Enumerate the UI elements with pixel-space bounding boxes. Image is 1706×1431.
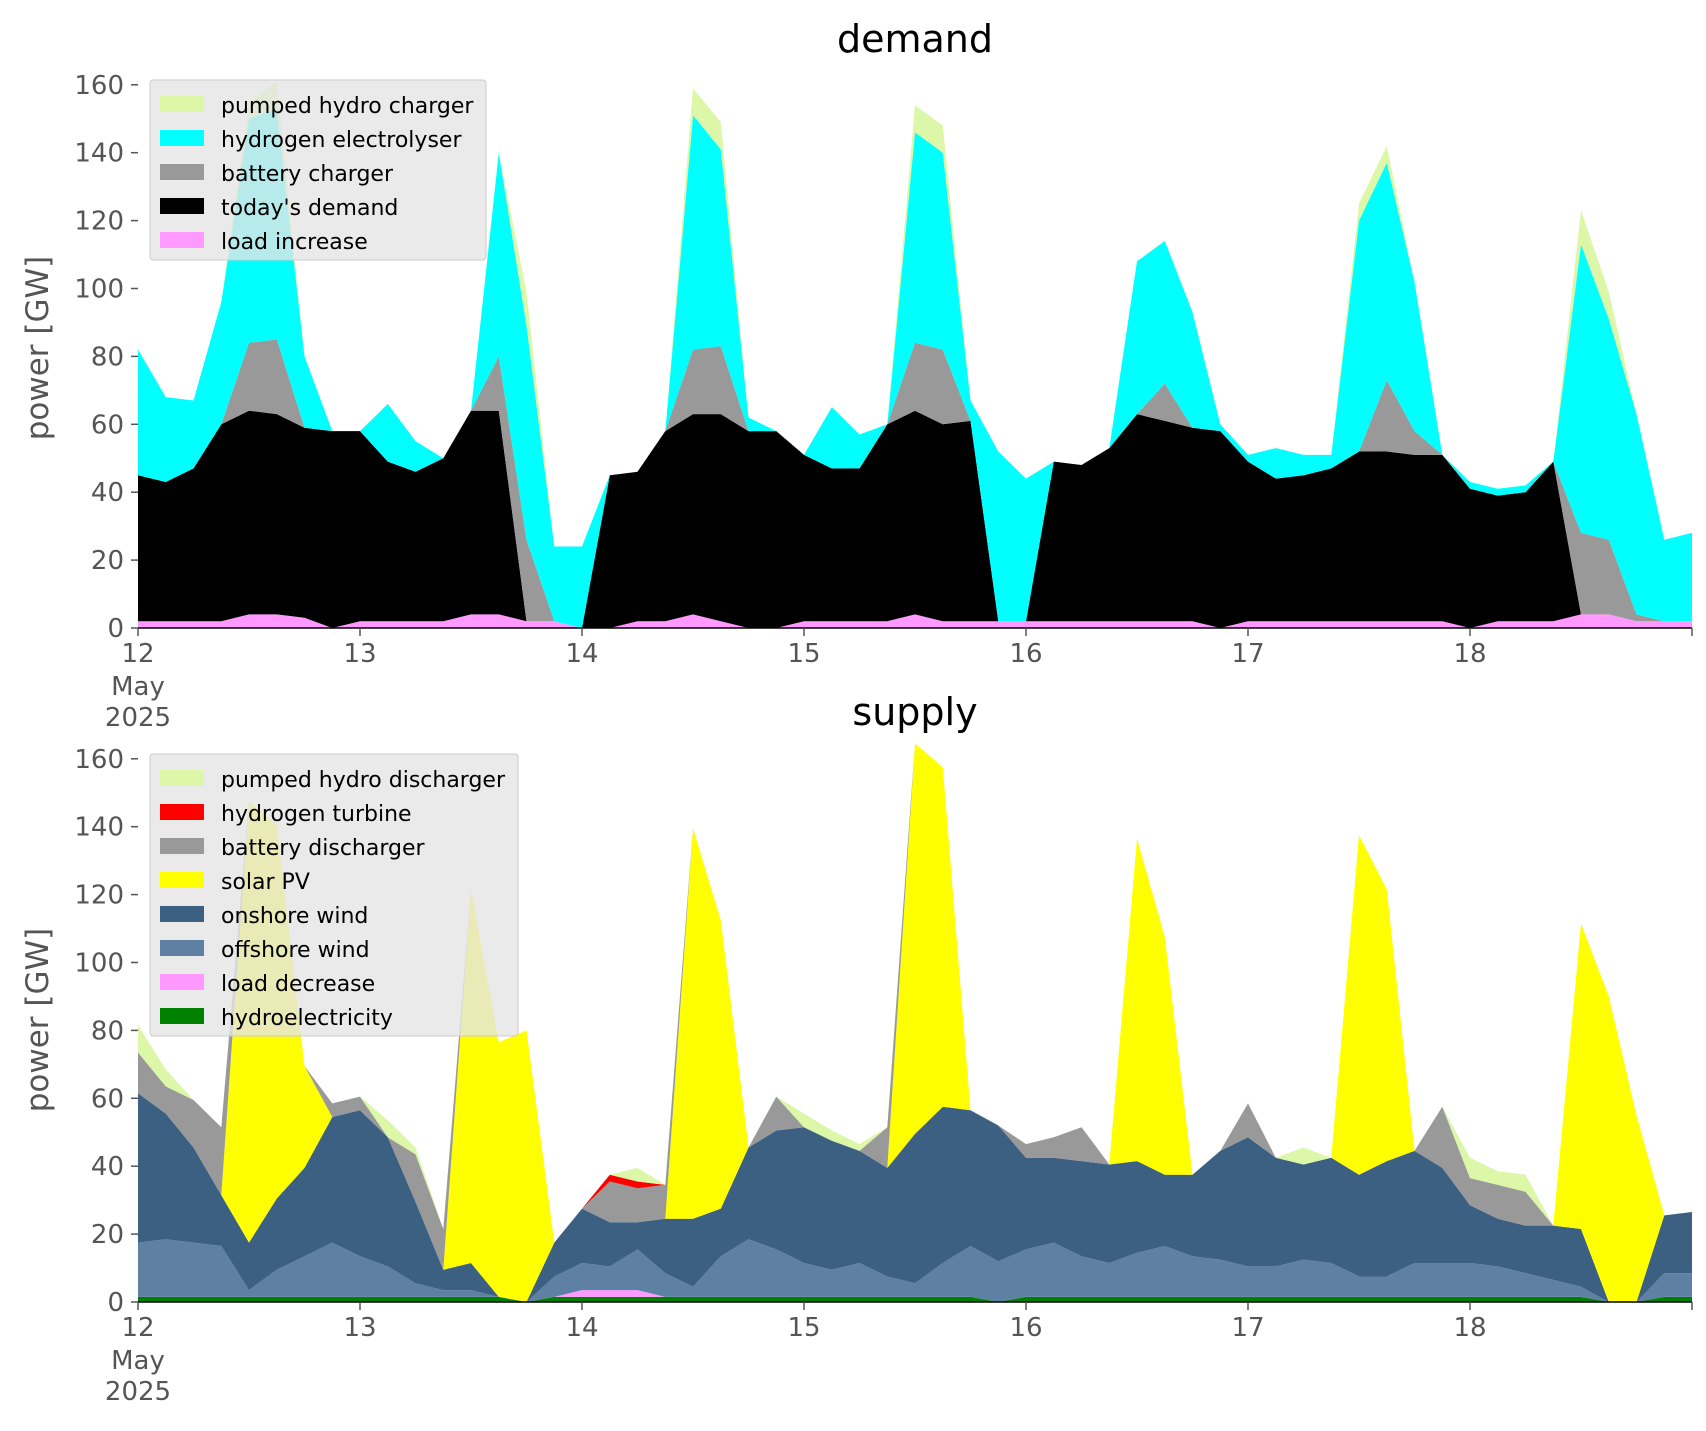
y-axis-label: power [GW] xyxy=(20,256,56,441)
legend-label: pumped hydro discharger xyxy=(221,768,506,793)
y-tick-label: 160 xyxy=(74,71,124,101)
legend-label: load decrease xyxy=(221,972,375,997)
x-tick-sublabel: May xyxy=(111,1346,165,1376)
legend-swatch xyxy=(160,130,204,146)
chart-title: demand xyxy=(837,17,993,61)
legend-label: hydroelectricity xyxy=(221,1006,393,1031)
legend-swatch xyxy=(160,164,204,180)
legend-label: battery charger xyxy=(221,162,394,187)
legend-background xyxy=(149,79,487,261)
x-tick-label: 17 xyxy=(1231,1313,1264,1343)
area-offshore-wind xyxy=(138,1239,1692,1302)
x-tick-label: 14 xyxy=(565,1313,598,1343)
legend-label: offshore wind xyxy=(221,938,370,963)
y-tick-label: 100 xyxy=(74,274,124,304)
legend-swatch xyxy=(160,838,204,854)
y-tick-label: 60 xyxy=(91,410,124,440)
x-tick-label: 12 xyxy=(121,1313,154,1343)
legend: pumped hydro discharger hydrogen turbine b… xyxy=(149,753,519,1037)
x-tick-label: 13 xyxy=(343,1313,376,1343)
x-tick-label: 14 xyxy=(565,639,598,669)
legend-swatch xyxy=(160,940,204,956)
area-hydroelectricity xyxy=(138,1296,1692,1302)
legend-label: battery discharger xyxy=(221,836,426,861)
legend-swatch xyxy=(160,232,204,248)
area-battery-charger xyxy=(138,339,1692,628)
x-tick-label: 15 xyxy=(787,1313,820,1343)
legend-swatch xyxy=(160,872,204,888)
x-tick-label: 13 xyxy=(343,639,376,669)
area-onshore-wind xyxy=(138,1093,1692,1302)
legend-label: pumped hydro charger xyxy=(221,94,474,119)
x-tick-label: 16 xyxy=(1009,1313,1042,1343)
area-battery-discharger xyxy=(138,743,1692,1270)
legend-label: load increase xyxy=(221,230,368,255)
legend-label: today's demand xyxy=(221,196,398,221)
legend-swatch xyxy=(160,1008,204,1024)
y-tick-label: 60 xyxy=(91,1084,124,1114)
y-tick-label: 80 xyxy=(91,1016,124,1046)
x-tick-label: 18 xyxy=(1453,1313,1486,1343)
y-tick-label: 160 xyxy=(74,745,124,775)
legend-label: hydrogen electrolyser xyxy=(221,128,462,153)
y-tick-label: 80 xyxy=(91,342,124,372)
supply-panel: supply power [GW] 0 20 40 60 80 100 120 140 160 1… xyxy=(20,690,1693,1407)
y-tick-label: 0 xyxy=(107,1288,124,1318)
x-tick-label: 17 xyxy=(1231,639,1264,669)
legend-swatch xyxy=(160,974,204,990)
legend-swatch xyxy=(160,96,204,112)
x-tick-sublabel: 2025 xyxy=(105,1377,171,1407)
y-tick-label: 20 xyxy=(91,1220,124,1250)
x-tick-sublabel: 2025 xyxy=(105,703,171,733)
area-solar-pv xyxy=(138,743,1692,1302)
legend-swatch xyxy=(160,770,204,786)
area-layers xyxy=(138,81,1692,629)
y-tick-label: 20 xyxy=(91,546,124,576)
y-axis-label: power [GW] xyxy=(20,928,56,1113)
legend-label: onshore wind xyxy=(221,904,368,929)
x-tick-label: 15 xyxy=(787,639,820,669)
x-tick-label: 12 xyxy=(121,639,154,669)
legend: pumped hydro charger hydrogen electrolyse… xyxy=(149,79,487,261)
area-load-increase xyxy=(138,614,1692,628)
chart-title: supply xyxy=(852,690,977,734)
legend-swatch xyxy=(160,804,204,820)
y-tick-label: 120 xyxy=(74,881,124,911)
y-tick-label: 140 xyxy=(74,139,124,169)
y-tick-label: 100 xyxy=(74,948,124,978)
legend-swatch xyxy=(160,198,204,214)
y-tick-label: 120 xyxy=(74,207,124,237)
area-today-s-demand xyxy=(138,410,1692,628)
legend-swatch xyxy=(160,906,204,922)
area-hydrogen-electrolyser xyxy=(138,108,1692,629)
legend-label: hydrogen turbine xyxy=(221,802,412,827)
x-tick-label: 18 xyxy=(1453,639,1486,669)
y-tick-label: 40 xyxy=(91,1152,124,1182)
area-layers xyxy=(138,743,1692,1302)
x-tick-label: 16 xyxy=(1009,639,1042,669)
legend-background xyxy=(149,753,519,1037)
demand-panel: demand power [GW] 0 20 40 60 80 100 120 140 160 1… xyxy=(20,17,1693,733)
y-tick-label: 0 xyxy=(107,614,124,644)
y-tick-label: 40 xyxy=(91,478,124,508)
y-tick-label: 140 xyxy=(74,813,124,843)
legend-label: solar PV xyxy=(221,870,310,895)
x-tick-sublabel: May xyxy=(111,672,165,702)
